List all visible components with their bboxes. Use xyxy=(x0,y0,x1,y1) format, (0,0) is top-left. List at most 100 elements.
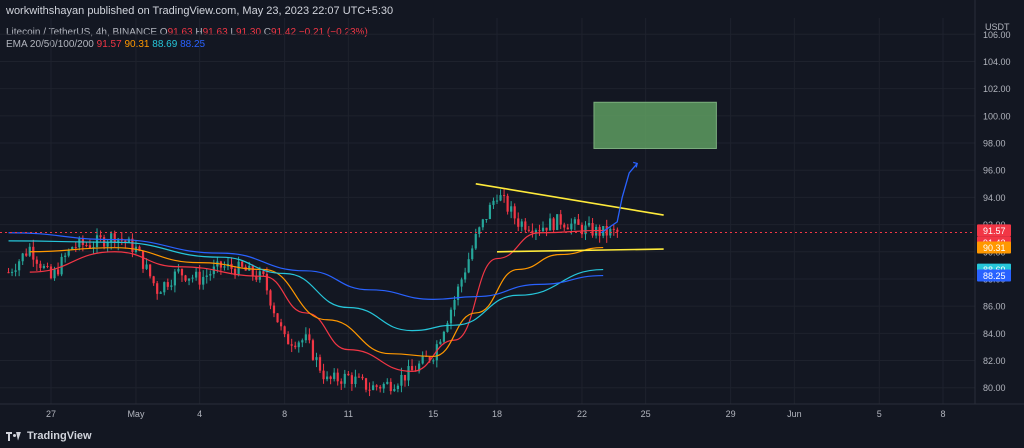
candle-body-7 xyxy=(32,246,35,260)
candle-body-87 xyxy=(315,357,318,360)
ema-line-ema20 xyxy=(29,229,604,372)
candle-body-100 xyxy=(361,376,364,379)
candle-body-122 xyxy=(439,341,442,345)
candle-body-141 xyxy=(506,195,509,212)
candle-body-136 xyxy=(488,204,492,219)
candle-body-14 xyxy=(56,269,60,275)
candle-body-171 xyxy=(612,228,615,230)
candle-body-139 xyxy=(499,195,502,201)
tradingview-logo[interactable]: TradingView xyxy=(6,430,92,442)
candle-body-37 xyxy=(138,246,141,251)
candle-body-23 xyxy=(88,245,92,249)
price-tag-label-4: 88.25 xyxy=(983,271,1006,281)
ema-line-ema200 xyxy=(8,232,604,300)
candle-body-31 xyxy=(117,238,120,243)
candle-body-108 xyxy=(389,381,392,392)
candle-body-39 xyxy=(145,264,148,269)
x-tick-label-2: 4 xyxy=(197,409,202,419)
price-tag-bg-2 xyxy=(977,241,1011,254)
candle-body-47 xyxy=(173,271,176,286)
candle-body-84 xyxy=(304,334,307,341)
candle-body-75 xyxy=(272,305,276,314)
y-tick-label-12: 82.00 xyxy=(983,356,1006,366)
candle-body-119 xyxy=(428,356,431,361)
symbol-title: Litecoin / TetherUS, 4h, BINANCE xyxy=(6,27,157,38)
y-tick-label-2: 102.00 xyxy=(983,84,1011,94)
ohlc-values: O91.63 H91.63 L91.30 C91.42 xyxy=(160,27,299,38)
x-tick-label-0: 27 xyxy=(46,409,56,419)
price-tag-label-0: 91.57 xyxy=(983,226,1006,236)
candle-body-55 xyxy=(202,276,205,285)
candle-body-101 xyxy=(364,378,368,390)
x-tick-label-6: 18 xyxy=(492,409,502,419)
candle-body-46 xyxy=(170,285,173,287)
x-tick-label-3: 8 xyxy=(282,409,287,419)
candle-body-130 xyxy=(467,259,470,273)
ema-value-1: 90.31 xyxy=(124,39,153,50)
candle-body-150 xyxy=(538,230,541,232)
candle-body-83 xyxy=(301,340,304,343)
x-tick-label-4: 11 xyxy=(344,409,353,419)
candle-body-160 xyxy=(573,219,576,224)
y-tick-label-4: 98.00 xyxy=(983,139,1006,149)
ema-label: EMA 20/50/100/200 xyxy=(6,39,94,50)
candle-body-9 xyxy=(39,263,42,268)
candle-body-163 xyxy=(584,225,587,235)
x-tick-label-1: May xyxy=(127,409,145,419)
candle-body-20 xyxy=(78,238,81,248)
candle-body-138 xyxy=(495,200,499,202)
candle-body-53 xyxy=(195,271,198,278)
candle-body-54 xyxy=(198,271,201,285)
candle-body-89 xyxy=(322,370,325,380)
candle-body-98 xyxy=(354,376,357,384)
candle-body-133 xyxy=(478,227,481,234)
candle-body-127 xyxy=(456,286,460,300)
candle-body-116 xyxy=(418,363,421,372)
candle-body-154 xyxy=(552,218,555,230)
candle-body-146 xyxy=(524,221,527,230)
candle-body-64 xyxy=(233,268,237,276)
candle-body-112 xyxy=(403,374,407,381)
currency-label: USDT xyxy=(985,22,1010,32)
candle-body-13 xyxy=(53,269,56,279)
candle-body-41 xyxy=(152,276,155,284)
candle-body-121 xyxy=(435,344,438,361)
ohlc-value-o: 91.63 xyxy=(167,27,196,38)
ema-line-ema50 xyxy=(29,246,604,358)
candle-body-65 xyxy=(237,261,240,276)
candle-body-135 xyxy=(485,218,488,220)
candle-body-151 xyxy=(541,227,545,232)
candle-body-94 xyxy=(340,381,343,384)
ema-legend: EMA 20/50/100/200 91.57 90.31 88.69 88.2… xyxy=(6,39,205,50)
y-tick-label-6: 94.00 xyxy=(983,193,1006,203)
candle-body-50 xyxy=(184,275,187,281)
candle-body-128 xyxy=(460,279,463,287)
candle-body-80 xyxy=(290,344,293,346)
y-tick-label-0: 106.00 xyxy=(983,30,1011,40)
candle-body-24 xyxy=(92,247,95,249)
candle-body-17 xyxy=(67,249,70,256)
price-change: −0.21 (−0.23%) xyxy=(298,27,368,38)
x-tick-label-12: 8 xyxy=(940,409,945,419)
candle-body-72 xyxy=(262,271,265,275)
candle-body-12 xyxy=(49,266,53,279)
candle-body-11 xyxy=(46,265,49,267)
candle-body-48 xyxy=(177,268,180,272)
candle-body-156 xyxy=(559,214,562,225)
candle-body-166 xyxy=(595,226,598,236)
candle-body-91 xyxy=(329,376,332,379)
candle-body-81 xyxy=(294,345,297,348)
candle-body-113 xyxy=(407,366,410,381)
projection-arrowhead xyxy=(633,161,638,168)
candle-body-16 xyxy=(64,255,67,257)
footer xyxy=(0,424,1024,448)
y-tick-label-3: 100.00 xyxy=(983,111,1011,121)
candle-body-76 xyxy=(276,313,279,323)
candle-body-110 xyxy=(396,385,399,389)
candle-body-2 xyxy=(14,270,17,272)
candle-body-142 xyxy=(510,206,513,212)
candle-body-129 xyxy=(464,272,467,280)
candle-body-105 xyxy=(379,386,382,389)
candle-body-8 xyxy=(35,259,38,264)
